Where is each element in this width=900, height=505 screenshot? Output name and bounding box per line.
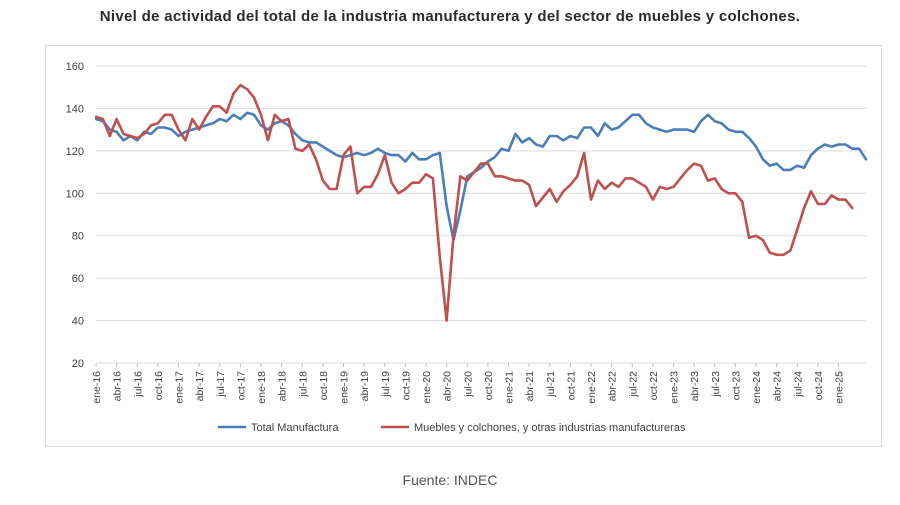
- line-chart: 20 40 60 80 100 120 140 160 ene-16 abr-16 jul-16 oc…: [66, 61, 868, 434]
- x-tick-label: abr-16: [112, 371, 124, 402]
- x-tick-label: ene-23: [669, 371, 681, 404]
- x-tick-label: oct-23: [730, 371, 742, 400]
- y-tick-label: 20: [72, 358, 84, 370]
- x-tick-label: jul-18: [297, 371, 309, 398]
- x-tick-label: ene-25: [834, 371, 846, 404]
- x-tick-label: oct-16: [153, 371, 165, 400]
- x-tick-label: jul-22: [627, 371, 639, 398]
- x-tick-label: oct-17: [235, 371, 247, 400]
- x-tick-label: abr-18: [277, 371, 289, 402]
- y-tick-label: 140: [66, 103, 84, 115]
- x-tick-label: jul-16: [132, 371, 144, 398]
- x-tick-label: ene-18: [256, 371, 268, 404]
- x-tick-label: ene-24: [751, 371, 763, 404]
- x-tick-label: abr-21: [524, 371, 536, 402]
- x-tick-label: oct-24: [813, 371, 825, 400]
- series-line-1: [94, 111, 868, 242]
- x-tick-label: jul-24: [792, 371, 804, 398]
- x-tick-label: ene-20: [421, 371, 433, 404]
- legend-label-1: Total Manufactura: [251, 422, 339, 434]
- y-tick-label: 40: [72, 316, 84, 328]
- x-tick-label: abr-23: [689, 371, 701, 402]
- x-tick-label: ene-22: [586, 371, 598, 404]
- x-tick-label: jul-17: [215, 371, 227, 398]
- x-tick-label: oct-21: [565, 371, 577, 400]
- chart-area: 20 40 60 80 100 120 140 160 ene-16 abr-16 jul-16 oc…: [45, 45, 882, 447]
- x-tick-label: abr-19: [359, 371, 371, 402]
- legend-label-2: Muebles y colchones, y otras industrias …: [414, 422, 686, 434]
- y-tick-label: 60: [72, 273, 84, 285]
- y-tick-label: 120: [66, 146, 84, 158]
- source-note: Fuente: INDEC: [402, 472, 498, 488]
- x-tick-label: abr-17: [194, 371, 206, 402]
- x-tick-label: ene-21: [504, 371, 516, 404]
- x-tick-label: oct-22: [648, 371, 660, 400]
- x-tick-label: abr-24: [772, 371, 784, 402]
- x-tick-label: jul-20: [462, 371, 474, 398]
- x-tick-label: oct-20: [483, 371, 495, 400]
- x-tick-label: oct-18: [318, 371, 330, 400]
- x-tick-label: abr-22: [607, 371, 619, 402]
- y-tick-label: 160: [66, 61, 84, 73]
- y-tick-label: 80: [72, 231, 84, 243]
- x-tick-label: ene-16: [91, 371, 103, 404]
- chart-title: Nivel de actividad del total de la indus…: [99, 8, 801, 25]
- x-tick-label: abr-20: [442, 371, 454, 402]
- x-tick-label: ene-17: [174, 371, 186, 404]
- x-tick-label: jul-23: [710, 371, 722, 398]
- x-tick-label: ene-19: [339, 371, 351, 404]
- x-tick-label: oct-19: [400, 371, 412, 400]
- x-tick-label: jul-19: [380, 371, 392, 398]
- x-tick-label: jul-21: [545, 371, 557, 398]
- series-line-2: [94, 83, 854, 322]
- y-tick-label: 100: [66, 188, 84, 200]
